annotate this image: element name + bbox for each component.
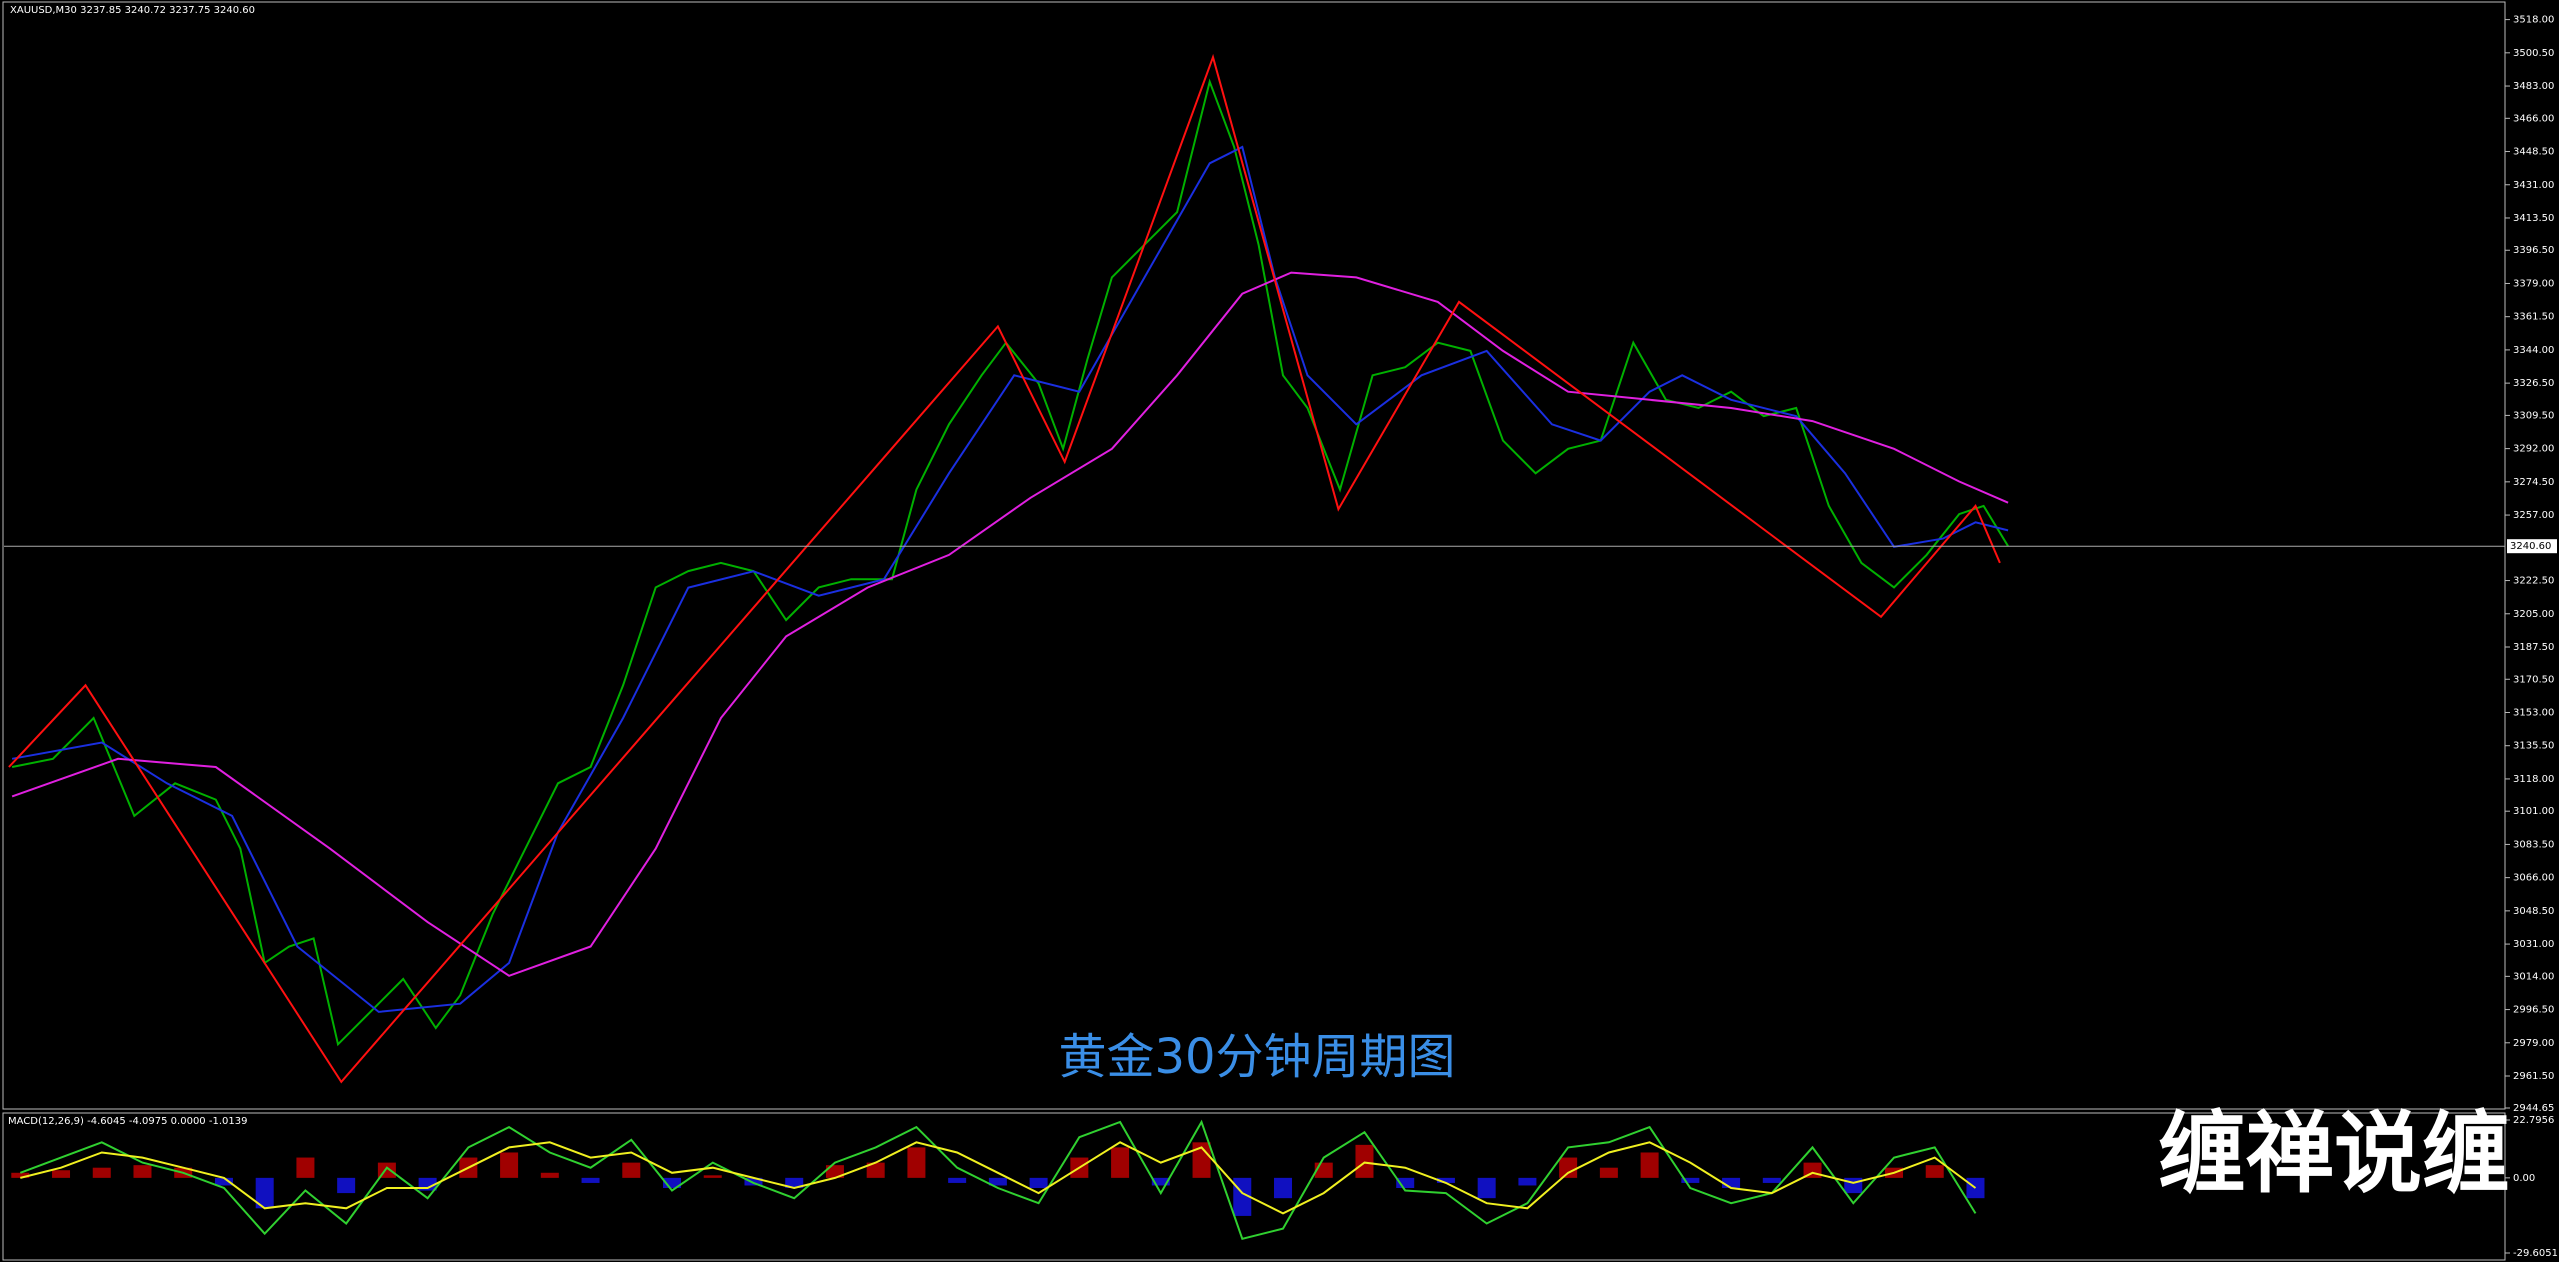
histogram-bar: [1925, 1165, 1944, 1178]
y-tick-label: 3292.00: [2513, 444, 2554, 455]
y-tick-label: 3483.00: [2513, 81, 2554, 92]
main-frame: [2, 1, 2506, 1110]
y-tick-label: 3118.00: [2513, 774, 2554, 785]
histogram-bar: [825, 1165, 844, 1178]
histogram-bar: [988, 1177, 1007, 1186]
y-tick-label: 2979.00: [2513, 1038, 2554, 1049]
histogram-bar: [255, 1177, 274, 1209]
histogram-bar: [907, 1147, 926, 1178]
last-price-box: [2507, 539, 2557, 554]
histogram-bar: [296, 1157, 315, 1178]
y-tick-label: 3048.50: [2513, 906, 2554, 917]
histogram-bar: [1559, 1157, 1578, 1178]
y-tick-label: 3500.50: [2513, 48, 2554, 59]
macd-header: MACD(12,26,9) -4.6045 -4.0975 0.0000 -1.…: [8, 1116, 247, 1127]
y-tick-label: 3066.00: [2513, 873, 2554, 884]
price-line: [11, 271, 2009, 977]
histogram-bar: [581, 1177, 600, 1183]
y-tick-label: 3344.00: [2513, 345, 2554, 356]
macd-line: [20, 1141, 1977, 1215]
histogram-bar: [1396, 1177, 1415, 1189]
histogram-bar: [1274, 1177, 1293, 1199]
y-tick-label: 3205.00: [2513, 609, 2554, 620]
histogram-bar: [1151, 1177, 1170, 1186]
histogram-bar: [622, 1162, 641, 1178]
histogram-bar: [1477, 1177, 1496, 1199]
histogram-bar: [1111, 1147, 1130, 1178]
histogram-bar: [785, 1177, 804, 1189]
y-tick-label: 3083.50: [2513, 839, 2554, 850]
histogram-bar: [1681, 1177, 1700, 1183]
y-tick-label: 3326.50: [2513, 378, 2554, 389]
histogram-bar: [1640, 1152, 1659, 1178]
macd-line: [19, 1119, 1977, 1240]
histogram-bar: [214, 1177, 233, 1186]
histogram-bar: [337, 1177, 356, 1194]
histogram-bar: [133, 1165, 152, 1178]
y-tick-label: 3031.00: [2513, 939, 2554, 950]
y-tick-label: 3170.50: [2513, 674, 2554, 685]
y-tick-label: 3518.00: [2513, 15, 2554, 26]
histogram-bar: [1029, 1177, 1048, 1189]
y-tick-label: 3448.50: [2513, 147, 2554, 158]
y-tick-label: 3222.50: [2513, 576, 2554, 587]
histogram-bar: [866, 1162, 885, 1178]
y-tick-label: 3187.50: [2513, 642, 2554, 653]
y-tick-label: 3153.00: [2513, 707, 2554, 718]
histogram-bar: [1436, 1177, 1455, 1183]
last-price-label: 3240.60: [2510, 541, 2551, 552]
histogram-bar: [92, 1167, 111, 1178]
y-tick-label: 3101.00: [2513, 806, 2554, 817]
histogram-bar: [52, 1170, 71, 1178]
histogram-bar: [540, 1172, 559, 1178]
y-tick-label: 3466.00: [2513, 113, 2554, 124]
y-tick-label: 3413.50: [2513, 213, 2554, 224]
y-tick-label: 3361.50: [2513, 312, 2554, 323]
histogram-bar: [1762, 1177, 1781, 1183]
y-tick-label: 3379.00: [2513, 278, 2554, 289]
histogram-bar: [1518, 1177, 1537, 1186]
y-tick-label: 22.7956: [2513, 1115, 2554, 1126]
y-tick-label: 3014.00: [2513, 971, 2554, 982]
y-tick-label: 3274.50: [2513, 477, 2554, 488]
y-tick-label: 3431.00: [2513, 180, 2554, 191]
macd-frame: [2, 1112, 2506, 1261]
histogram-bar: [500, 1152, 519, 1178]
price-line: [8, 53, 2001, 1084]
y-tick-label: 2996.50: [2513, 1005, 2554, 1016]
y-tick-label: 3257.00: [2513, 510, 2554, 521]
y-tick-label: 0.00: [2513, 1173, 2535, 1184]
price-line: [11, 145, 2009, 1013]
histogram-bar: [1844, 1177, 1863, 1194]
histogram-bar: [1599, 1167, 1618, 1178]
histogram-bar: [1355, 1144, 1374, 1178]
y-tick-label: 2944.65: [2513, 1103, 2554, 1114]
y-tick-label: 3396.50: [2513, 245, 2554, 256]
histogram-bar: [11, 1172, 30, 1178]
histogram-bar: [1722, 1177, 1741, 1189]
y-tick-label: -29.6051: [2513, 1248, 2558, 1259]
histogram-bar: [744, 1177, 763, 1186]
histogram-bar: [703, 1175, 722, 1178]
y-tick-label: 2961.50: [2513, 1071, 2554, 1082]
watermark: 缠禅说缠: [2158, 1102, 2510, 1205]
y-tick-label: 3309.50: [2513, 410, 2554, 421]
chart-header: XAUUSD,M30 3237.85 3240.72 3237.75 3240.…: [10, 5, 255, 16]
histogram-bar: [948, 1177, 967, 1183]
y-tick-label: 3135.50: [2513, 741, 2554, 752]
annotation: 黄金30分钟周期图: [1058, 1029, 1455, 1085]
histogram-bar: [663, 1177, 682, 1189]
